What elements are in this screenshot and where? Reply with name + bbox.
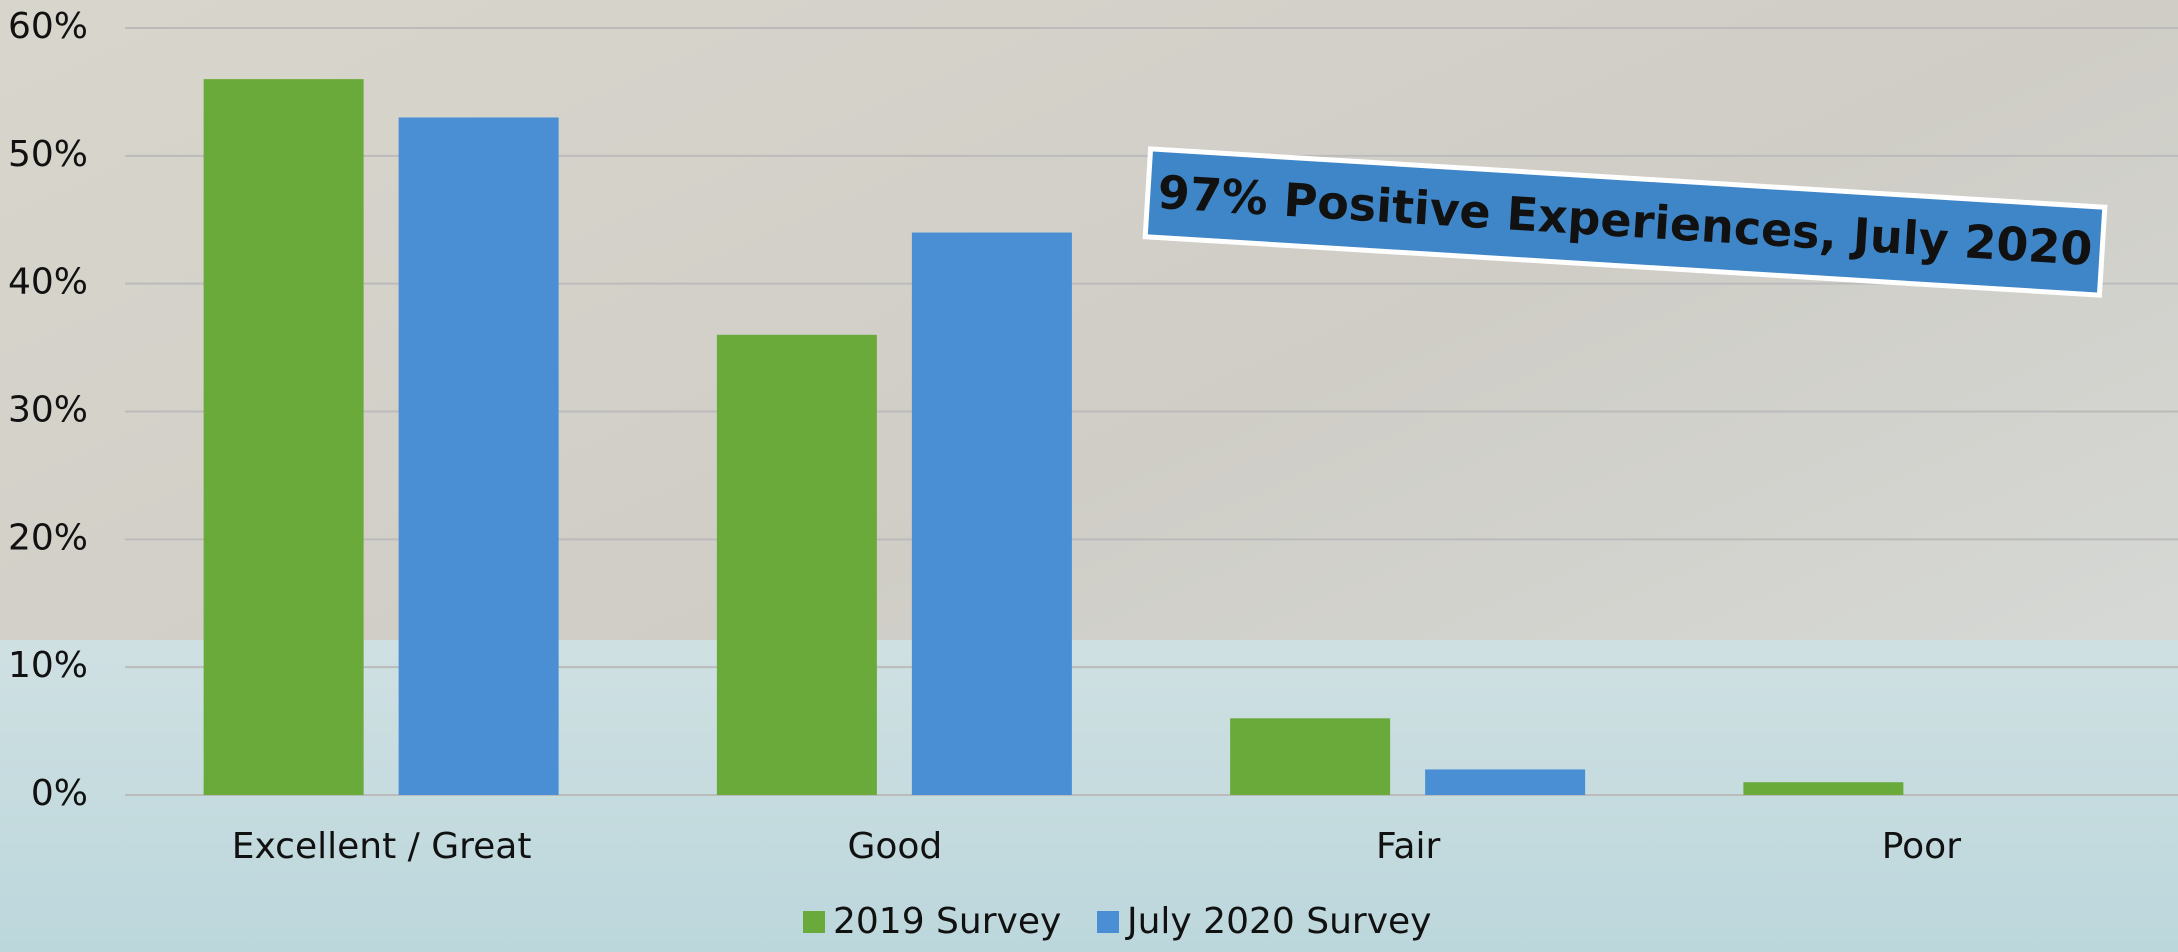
x-tick-label: Fair [1376, 826, 1440, 867]
y-tick-label: 10% [8, 645, 88, 686]
y-tick-label: 40% [8, 262, 88, 303]
legend-swatch [1097, 911, 1119, 933]
bar [1425, 769, 1586, 795]
y-tick-label: 0% [31, 773, 88, 814]
y-tick-label: 30% [8, 390, 88, 431]
bar [716, 334, 877, 795]
y-tick-label: 60% [8, 6, 88, 47]
bar [398, 117, 559, 795]
y-tick-label: 50% [8, 134, 88, 175]
bar [911, 232, 1072, 796]
x-tick-label: Poor [1882, 826, 1961, 867]
legend-label: July 2020 Survey [1125, 901, 1431, 942]
x-tick-label: Excellent / Great [232, 826, 532, 867]
bar [1230, 718, 1391, 795]
bar [1743, 782, 1904, 795]
legend-swatch [803, 911, 825, 933]
legend-label: 2019 Survey [833, 901, 1061, 942]
y-tick-label: 20% [8, 517, 88, 558]
annotation-box [1142, 146, 2108, 298]
bar [203, 79, 364, 796]
x-tick-label: Good [847, 826, 942, 867]
